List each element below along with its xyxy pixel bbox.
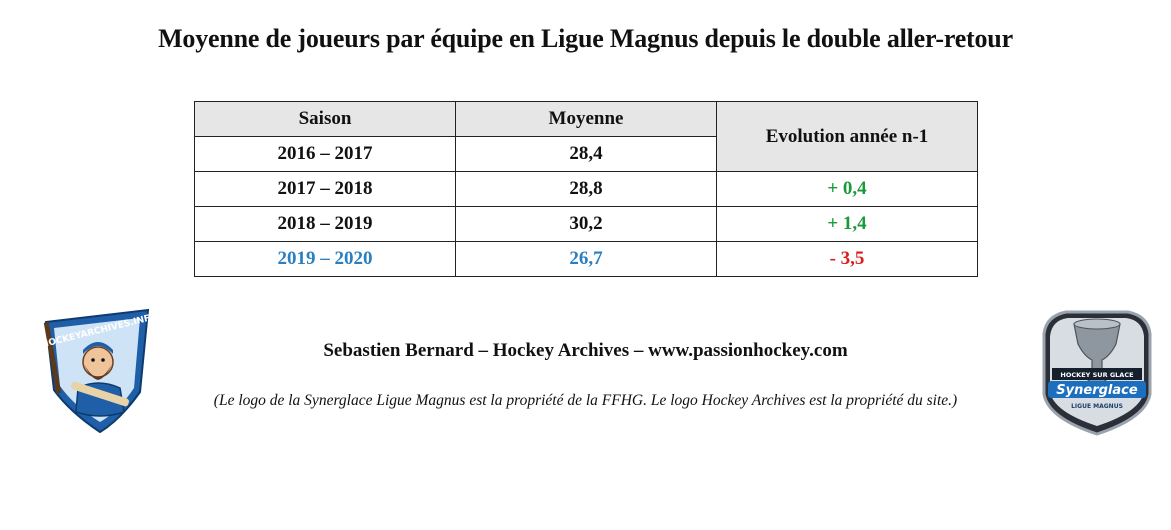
cell-season: 2018 – 2019 (194, 206, 456, 242)
page-title: Moyenne de joueurs par équipe en Ligue M… (158, 24, 1013, 53)
table-row: 2019 – 2020 26,7 - 3,5 (194, 241, 978, 277)
header-season: Saison (194, 101, 456, 137)
synerglace-brand-text: Synerglace (1056, 383, 1138, 398)
header-average: Moyenne (455, 101, 717, 137)
table-row: 2016 – 2017 28,4 (194, 136, 978, 172)
synerglace-ligue-magnus-logo: HOCKEY SUR GLACE Synerglace LIGUE MAGNUS (1042, 310, 1152, 436)
cell-season: 2017 – 2018 (194, 171, 456, 207)
cell-average: 26,7 (455, 241, 717, 277)
synerglace-top-text: HOCKEY SUR GLACE (1060, 371, 1133, 379)
cell-average: 28,8 (455, 171, 717, 207)
cell-evolution: + 0,4 (716, 171, 978, 207)
credit-line: Sebastien Bernard – Hockey Archives – ww… (323, 340, 848, 361)
cell-season: 2019 – 2020 (194, 241, 456, 277)
cell-season: 2016 – 2017 (194, 136, 456, 172)
stats-table: Saison Moyenne Evolution année n-1 2016 … (194, 101, 978, 277)
table-row: 2017 – 2018 28,8 + 0,4 (194, 171, 978, 207)
cell-evolution: - 3,5 (716, 241, 978, 277)
copyright-note: (Le logo de la Synerglace Ligue Magnus e… (213, 392, 958, 409)
hockey-archives-logo: HOCKEYARCHIVES.INFO (40, 308, 155, 434)
header-evolution: Evolution année n-1 (716, 101, 978, 172)
table-header-row: Saison Moyenne Evolution année n-1 (194, 101, 978, 172)
synerglace-bottom-text: LIGUE MAGNUS (1071, 403, 1123, 410)
cell-average: 28,4 (455, 136, 717, 172)
cell-average: 30,2 (455, 206, 717, 242)
table-row: 2018 – 2019 30,2 + 1,4 (194, 206, 978, 242)
cell-evolution: + 1,4 (716, 206, 978, 242)
